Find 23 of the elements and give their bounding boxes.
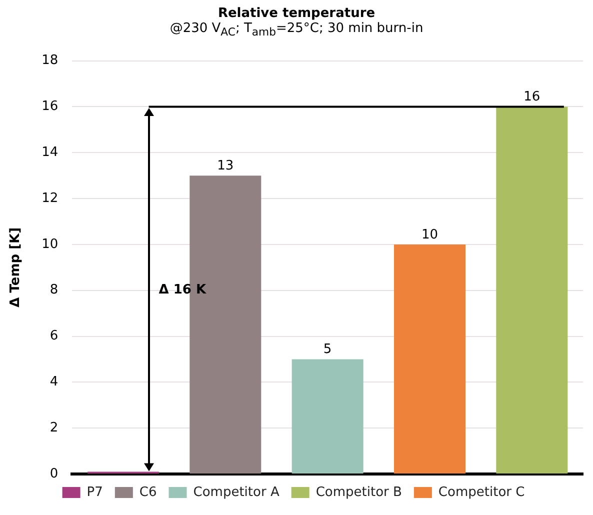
legend-label: Competitor C bbox=[438, 484, 525, 500]
data-label: 16 bbox=[524, 89, 540, 104]
y-tick-label: 4 bbox=[50, 374, 58, 390]
y-tick-label: 8 bbox=[50, 282, 58, 298]
data-label: 10 bbox=[421, 226, 438, 242]
y-tick-label: 0 bbox=[50, 466, 58, 481]
y-tick-label: 14 bbox=[42, 144, 58, 160]
legend-label: Competitor A bbox=[193, 484, 280, 500]
chart-subtitle: @230 V$_{AC}$; T$_{amb}$=25°C; 30 min burn-in bbox=[168, 21, 424, 39]
y-tick-label: 2 bbox=[50, 420, 58, 436]
legend-label: P7 bbox=[86, 484, 103, 500]
data-label: 13 bbox=[217, 158, 234, 174]
y-tick-label: 16 bbox=[42, 98, 58, 114]
legend-label: Competitor B bbox=[316, 484, 402, 500]
annotation: Δ 16 K bbox=[158, 282, 207, 298]
data-label: 5 bbox=[323, 342, 332, 357]
chart-title: Relative temperature bbox=[216, 5, 376, 21]
y-tick-label: 6 bbox=[50, 328, 58, 344]
y-tick-label: 18 bbox=[42, 52, 58, 68]
legend-label: C6 bbox=[139, 484, 157, 500]
y-tick-label: 10 bbox=[42, 236, 58, 252]
y-tick-label: 12 bbox=[42, 190, 58, 206]
y-axis-title: Δ Temp [K] bbox=[8, 227, 24, 307]
